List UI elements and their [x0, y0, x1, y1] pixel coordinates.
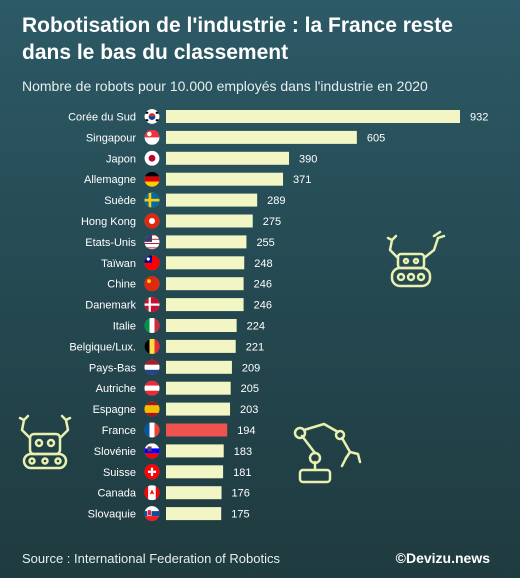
country-flag-icon [144, 129, 160, 145]
bar [166, 298, 244, 312]
category-label: Singapour [86, 132, 136, 144]
value-label: 183 [234, 446, 252, 458]
country-flag-icon [144, 255, 160, 271]
category-label: Belgique/Lux. [69, 341, 136, 353]
page-subtitle: Nombre de robots pour 10.000 employés da… [22, 78, 428, 94]
value-label: 203 [240, 404, 258, 416]
value-label: 175 [231, 509, 249, 521]
country-flag-icon [144, 297, 160, 313]
country-flag-icon [144, 338, 160, 354]
bar [166, 402, 231, 416]
robot-tank-icon [18, 414, 72, 470]
category-label: Suisse [103, 467, 136, 479]
country-flag-icon [144, 234, 160, 250]
value-label: 390 [299, 153, 317, 165]
category-label: Canada [97, 488, 136, 500]
value-label: 221 [246, 341, 264, 353]
value-label: 194 [237, 425, 255, 437]
country-flag-icon [144, 318, 160, 333]
bar [166, 486, 222, 500]
category-label: Japon [106, 153, 136, 165]
source-note: Source : International Federation of Rob… [22, 551, 280, 566]
country-flag-icon [144, 109, 160, 124]
category-label: Espagne [93, 404, 136, 416]
category-label: Slovaquie [88, 509, 136, 521]
bar [166, 381, 231, 395]
bar [166, 360, 232, 374]
bar [166, 444, 224, 458]
country-flag-icon [144, 150, 160, 166]
value-label: 371 [293, 174, 311, 186]
value-label: 248 [254, 258, 272, 270]
value-label: 176 [232, 488, 250, 500]
category-label: France [102, 425, 136, 437]
category-label: Danemark [85, 300, 136, 312]
country-flag-icon [144, 359, 160, 375]
country-flag-icon [144, 401, 160, 417]
bar [166, 130, 357, 144]
country-flag-icon [144, 380, 160, 396]
value-label: 255 [256, 237, 274, 249]
value-label: 181 [233, 467, 251, 479]
value-label: 209 [242, 362, 260, 374]
value-label: 246 [254, 300, 272, 312]
category-label: Allemagne [84, 174, 136, 186]
bar [166, 256, 245, 270]
country-flag-icon [144, 506, 160, 522]
country-flag-icon [144, 422, 160, 438]
category-label: Slovénie [94, 446, 136, 458]
value-label: 224 [247, 321, 265, 333]
robot-claw-icon [293, 422, 362, 484]
bar [166, 172, 284, 186]
category-label: Italie [113, 321, 136, 333]
bar [166, 214, 253, 228]
bar [166, 339, 236, 353]
bar [166, 507, 222, 521]
category-label: Chine [107, 279, 136, 291]
value-label: 205 [241, 383, 259, 395]
country-flag-icon [144, 213, 160, 229]
page-title: Robotisation de l'industrie : la France … [22, 14, 453, 64]
country-flag-icon [144, 485, 160, 501]
category-label: Etats-Unis [85, 237, 136, 249]
value-label: 932 [470, 112, 488, 124]
value-label: 246 [254, 279, 272, 291]
bar [166, 110, 460, 123]
bar [166, 193, 258, 207]
country-flag-icon [144, 171, 160, 187]
category-label: Autriche [96, 383, 136, 395]
country-flag-icon [144, 443, 160, 459]
country-flag-icon [144, 192, 160, 208]
category-label: Taïwan [101, 258, 136, 270]
bar [166, 319, 237, 332]
bar [166, 277, 244, 291]
robot-arm-icon [386, 230, 446, 288]
value-label: 289 [267, 195, 285, 207]
bar [166, 423, 228, 437]
value-label: 605 [367, 132, 385, 144]
bar [166, 465, 224, 479]
country-flag-icon [144, 276, 160, 292]
bar [166, 151, 290, 165]
category-label: Pays-Bas [89, 362, 137, 374]
category-label: Corée du Sud [68, 112, 136, 124]
value-label: 275 [263, 216, 281, 228]
bar [166, 235, 247, 249]
country-flag-icon [144, 464, 160, 480]
credit-logo: ©Devizu.news [395, 550, 490, 566]
category-label: Hong Kong [81, 216, 136, 228]
category-label: Suède [104, 195, 136, 207]
